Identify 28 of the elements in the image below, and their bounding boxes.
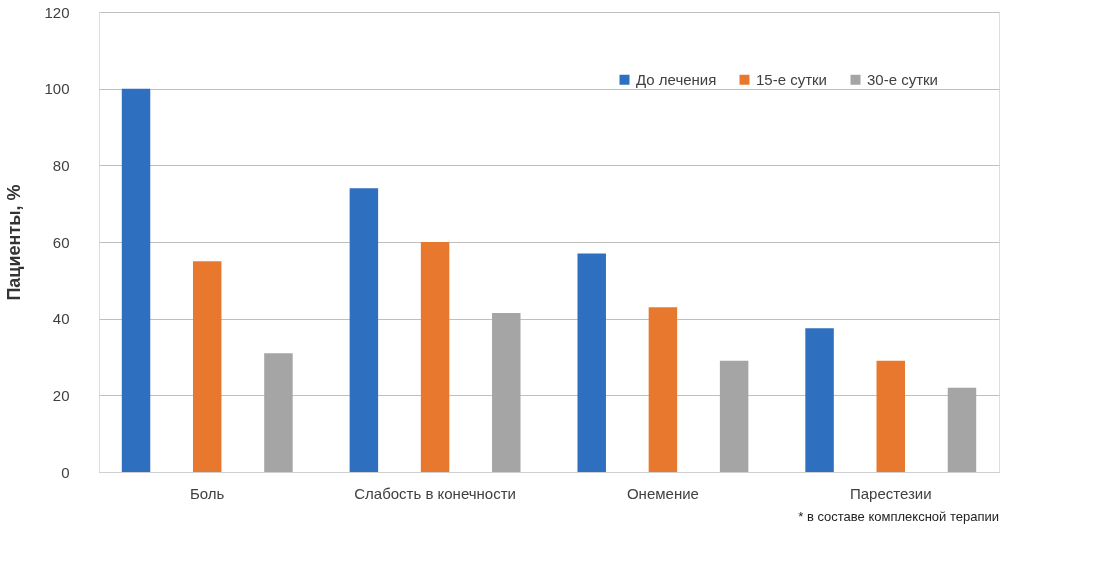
y-tick-label: 40 bbox=[52, 310, 70, 328]
bar bbox=[648, 307, 678, 472]
bar bbox=[805, 328, 834, 472]
bar bbox=[121, 88, 151, 472]
x-tick-label: Парестезии bbox=[849, 484, 932, 502]
x-tick-label: Слабость в конечности bbox=[354, 484, 516, 502]
bar bbox=[192, 261, 222, 472]
bar bbox=[947, 387, 977, 472]
y-tick-label: 20 bbox=[52, 386, 70, 404]
bar bbox=[420, 242, 450, 472]
legend-label: 30-е сутки bbox=[867, 70, 939, 88]
y-tick-label: 60 bbox=[52, 233, 70, 251]
legend-label: До лечения bbox=[636, 70, 717, 88]
y-tick-label: 80 bbox=[52, 156, 70, 174]
legend-label: 15-е сутки bbox=[756, 70, 828, 88]
y-tick-label: 100 bbox=[44, 80, 70, 98]
bar bbox=[492, 312, 521, 472]
y-axis-title: Пациенты, % bbox=[4, 184, 25, 301]
bar bbox=[264, 353, 293, 472]
text: * в составе комплексной терапии bbox=[798, 509, 999, 524]
bar bbox=[349, 188, 379, 472]
bar bbox=[577, 253, 606, 472]
x-tick-label: Онемение bbox=[626, 484, 699, 502]
bar bbox=[719, 360, 749, 472]
bar bbox=[876, 360, 906, 472]
x-tick-label: Боль bbox=[190, 484, 225, 502]
y-tick-label: 120 bbox=[44, 3, 70, 21]
y-tick-label: 0 bbox=[61, 463, 70, 481]
